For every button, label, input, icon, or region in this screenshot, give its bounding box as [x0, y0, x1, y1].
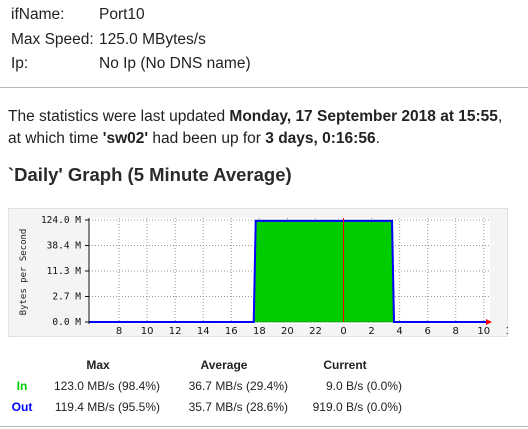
max-speed-value: 125.0 MBytes/s: [99, 30, 206, 48]
x-tick-label: 6: [424, 326, 430, 337]
interface-info: ifName: Port10 Max Speed: 125.0 MBytes/s I…: [11, 4, 251, 78]
x-tick-label: 10: [477, 326, 490, 337]
out-traffic-line: [89, 219, 486, 323]
out-max: 119.4 MB/s (95.5%): [54, 399, 160, 414]
out-label: Out: [11, 399, 33, 414]
x-tick-label: 0: [340, 326, 346, 337]
y-tick-label: 124.0 M: [41, 215, 81, 226]
ifname-value: Port10: [99, 6, 145, 23]
divider: [0, 87, 528, 88]
x-axis-ticks: 81012141618202202468101214: [116, 326, 508, 337]
y-tick-label: 11.3 M: [47, 266, 82, 277]
x-tick-label: 8: [116, 326, 122, 337]
blank-header: [8, 354, 36, 375]
in-label: In: [16, 378, 28, 393]
summary-header-row: Max Average Current: [8, 354, 402, 375]
x-tick-label: 4: [396, 326, 402, 337]
divider: [0, 426, 528, 427]
x-tick-label: 22: [309, 326, 322, 337]
graph-title: `Daily' Graph (5 Minute Average): [8, 164, 292, 185]
out-average: 35.7 MB/s (28.6%): [188, 399, 288, 414]
update-statement: The statistics were last updated Monday,…: [8, 106, 502, 150]
stats-text: at which time: [8, 130, 103, 147]
y-tick-label: 38.4 M: [47, 241, 82, 252]
y-tick-label: 0.0 M: [52, 317, 81, 328]
x-axis-arrow: [486, 319, 492, 325]
update-line-2: at which time 'sw02' had been up for 3 d…: [8, 128, 502, 150]
in-max: 123.0 MB/s (98.4%): [53, 378, 160, 393]
max-speed-label: Max Speed:: [11, 30, 94, 48]
ifname-row: ifName: Port10: [11, 4, 251, 29]
in-average: 36.7 MB/s (29.4%): [188, 378, 288, 393]
y-axis-ticks: 124.0 M 38.4 M 11.3 M 2.7 M 0.0 M: [41, 215, 89, 328]
ifname-label: ifName:: [11, 6, 65, 23]
host-name: 'sw02': [102, 130, 149, 147]
max-header: Max: [86, 357, 110, 372]
x-tick-label: 16: [225, 326, 238, 337]
x-tick-label: 2: [368, 326, 374, 337]
out-current: 919.0 B/s (0.0%): [312, 399, 402, 414]
traffic-summary-table: Max Average Current In 123.0 MB/s (98.4%…: [8, 354, 402, 417]
stats-text: .: [375, 130, 380, 147]
y-axis-label: Bytes per Second: [19, 229, 29, 316]
max-speed-row: Max Speed: 125.0 MBytes/s: [11, 29, 251, 54]
summary-row-in: In 123.0 MB/s (98.4%) 36.7 MB/s (29.4%) …: [8, 375, 402, 396]
last-updated-date: Monday, 17 September 2018 at 15:55: [229, 108, 498, 125]
uptime-value: 3 days, 0:16:56: [265, 130, 376, 147]
daily-traffic-graph: 124.0 M 38.4 M 11.3 M 2.7 M 0.0 M 8 10 12 14 16 1…: [8, 208, 508, 337]
average-header: Average: [200, 357, 248, 372]
y-tick-label: 2.7 M: [52, 292, 81, 303]
x-tick-label: 10: [141, 326, 154, 337]
x-tick-label: 12: [505, 326, 508, 337]
current-header: Current: [323, 357, 367, 372]
x-tick-label: 8: [453, 326, 459, 337]
ip-label: Ip:: [11, 55, 29, 72]
ip-value: No Ip (No DNS name): [99, 55, 251, 72]
in-current: 9.0 B/s (0.0%): [325, 378, 402, 393]
x-tick-label: 18: [253, 326, 266, 337]
in-traffic-area: [253, 219, 395, 323]
x-tick-label: 12: [169, 326, 182, 337]
stats-text: had been up for: [148, 130, 266, 147]
x-tick-label: 20: [281, 326, 294, 337]
ip-row: Ip: No Ip (No DNS name): [11, 53, 251, 78]
stats-text: The statistics were last updated: [8, 108, 230, 125]
x-tick-label: 14: [197, 326, 210, 337]
update-line-1: The statistics were last updated Monday,…: [8, 106, 502, 128]
stats-text: ,: [497, 108, 503, 125]
summary-row-out: Out 119.4 MB/s (95.5%) 35.7 MB/s (28.6%)…: [8, 396, 402, 417]
